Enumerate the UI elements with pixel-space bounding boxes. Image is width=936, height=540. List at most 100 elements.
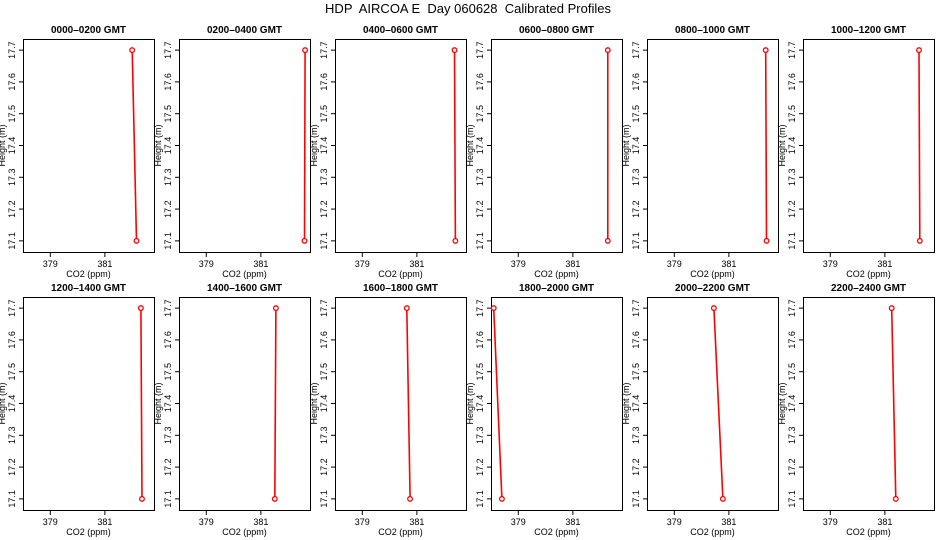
y-tick-label: 17.2 — [319, 458, 329, 476]
panel-title: 2000–2200 GMT — [675, 283, 750, 294]
y-tick-label: 17.4 — [787, 395, 797, 413]
y-tick-label: 17.5 — [631, 105, 641, 123]
profile-line — [406, 308, 411, 499]
y-tick-label: 17.1 — [163, 232, 173, 250]
y-tick-label: 17.1 — [319, 490, 329, 508]
x-axis-label: CO2 (ppm) — [690, 527, 735, 537]
plot-frame — [803, 39, 935, 253]
plot-frame — [335, 297, 467, 511]
panel-title: 0800–1000 GMT — [675, 25, 750, 36]
x-axis-label: CO2 (ppm) — [690, 269, 735, 279]
y-tick-label: 17.4 — [631, 395, 641, 413]
profile-line — [131, 50, 138, 241]
y-tick-label: 17.5 — [163, 363, 173, 381]
panel-title: 1600–1800 GMT — [363, 283, 438, 294]
x-tick-label: 381 — [877, 259, 892, 269]
y-tick-label: 17.7 — [475, 299, 485, 317]
y-tick-label: 17.6 — [319, 331, 329, 349]
panel-title: 0200–0400 GMT — [207, 25, 282, 36]
y-tick-label: 17.2 — [475, 200, 485, 218]
data-point — [129, 47, 136, 54]
plot-frame — [179, 297, 311, 511]
y-axis-label: Height (m) — [309, 124, 319, 166]
y-tick-label: 17.3 — [787, 427, 797, 445]
y-tick-label: 17.3 — [475, 169, 485, 187]
y-axis-label: Height (m) — [465, 382, 475, 424]
x-tick-label: 381 — [409, 259, 424, 269]
plot-frame — [335, 39, 467, 253]
data-point — [916, 237, 923, 244]
data-point — [403, 305, 410, 312]
y-tick-label: 17.5 — [631, 363, 641, 381]
y-axis-label: Height (m) — [0, 382, 7, 424]
x-axis-label: CO2 (ppm) — [534, 527, 579, 537]
x-tick-label: 379 — [199, 517, 214, 527]
x-tick-label: 379 — [199, 259, 214, 269]
y-tick-label: 17.3 — [319, 169, 329, 187]
y-tick-label: 17.3 — [7, 427, 17, 445]
y-tick-label: 17.3 — [163, 427, 173, 445]
y-axis-label: Height (m) — [465, 124, 475, 166]
y-axis-label: Height (m) — [777, 382, 787, 424]
x-axis-label: CO2 (ppm) — [846, 269, 891, 279]
x-tick-label: 381 — [721, 259, 736, 269]
y-tick-label: 17.6 — [7, 331, 17, 349]
y-tick-label: 17.3 — [631, 169, 641, 187]
data-point — [604, 47, 611, 54]
plot-frame — [179, 39, 311, 253]
y-tick-label: 17.5 — [787, 105, 797, 123]
data-point — [719, 495, 726, 502]
x-tick-label: 379 — [667, 517, 682, 527]
y-tick-label: 17.7 — [631, 299, 641, 317]
y-tick-label: 17.2 — [787, 458, 797, 476]
x-axis-label: CO2 (ppm) — [66, 527, 111, 537]
panel-title: 1200–1400 GMT — [51, 283, 126, 294]
x-axis-label: CO2 (ppm) — [534, 269, 579, 279]
y-tick-label: 17.4 — [7, 395, 17, 413]
data-point — [490, 305, 497, 312]
profile-line — [303, 50, 306, 241]
data-point — [604, 237, 611, 244]
y-tick-label: 17.2 — [631, 200, 641, 218]
y-tick-label: 17.6 — [631, 331, 641, 349]
y-tick-label: 17.6 — [319, 73, 329, 91]
x-tick-label: 379 — [823, 517, 838, 527]
data-point — [302, 47, 309, 54]
y-tick-label: 17.2 — [7, 200, 17, 218]
x-tick-label: 381 — [97, 259, 112, 269]
y-tick-label: 17.2 — [787, 200, 797, 218]
y-tick-label: 17.1 — [7, 490, 17, 508]
y-tick-label: 17.6 — [475, 73, 485, 91]
y-tick-label: 17.3 — [475, 427, 485, 445]
x-tick-label: 381 — [565, 259, 580, 269]
data-point — [916, 47, 922, 54]
y-tick-label: 17.1 — [787, 232, 797, 250]
plot-frame — [491, 39, 623, 253]
plot-frame — [23, 297, 155, 511]
x-tick-label: 379 — [43, 517, 58, 527]
y-axis-label: Height (m) — [309, 382, 319, 424]
profile-line — [713, 308, 724, 499]
page-title: HDP AIRCOA E Day 060628 Calibrated Profi… — [325, 1, 611, 16]
x-tick-label: 379 — [667, 259, 682, 269]
y-tick-label: 17.2 — [163, 458, 173, 476]
y-tick-label: 17.1 — [475, 232, 485, 250]
data-point — [498, 495, 505, 502]
y-tick-label: 17.1 — [787, 490, 797, 508]
y-tick-label: 17.7 — [475, 41, 485, 59]
data-point — [137, 305, 144, 312]
y-tick-label: 17.1 — [631, 232, 641, 250]
data-point — [139, 495, 145, 502]
data-point — [301, 237, 308, 244]
plot-frame — [647, 297, 779, 511]
profile-line — [140, 308, 143, 499]
x-axis-label: CO2 (ppm) — [846, 527, 891, 537]
panel-title: 1400–1600 GMT — [207, 283, 282, 294]
